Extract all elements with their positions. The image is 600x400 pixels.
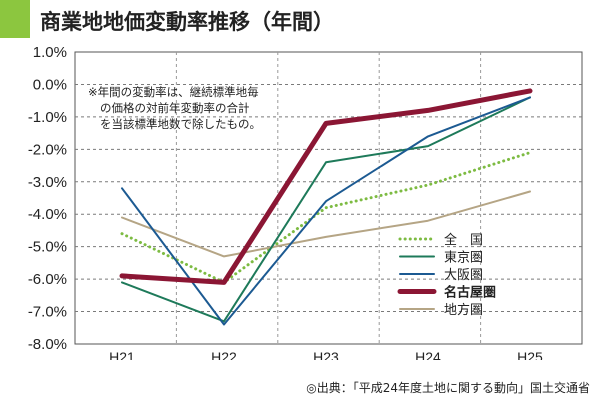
chart-note-line: を当該標準地数で除したもの。 — [100, 117, 261, 131]
legend-label: 全 国 — [444, 232, 483, 248]
series-line-4 — [121, 190, 531, 258]
title-marker — [0, 0, 30, 38]
legend-label: 地方圏 — [444, 302, 483, 318]
plot-area — [74, 51, 583, 345]
y-tick-label: -5.0% — [28, 239, 67, 256]
y-tick-label: -7.0% — [28, 304, 67, 321]
series-line-0 — [120, 151, 532, 284]
x-tick-label: H21 — [109, 349, 135, 360]
x-tick-label: H25 — [517, 349, 543, 360]
legend-label: 東京圏 — [444, 250, 483, 266]
title-bar: 商業地地価変動率推移（年間） — [0, 0, 600, 38]
y-tick-label: -6.0% — [28, 271, 67, 288]
legend-label: 大阪圏 — [444, 268, 483, 283]
y-tick-label: -1.0% — [28, 109, 67, 126]
x-tick-label: H24 — [415, 349, 441, 360]
x-tick-label: H22 — [211, 349, 237, 360]
y-tick-label: -4.0% — [28, 206, 67, 223]
y-tick-label: 0.0% — [33, 76, 67, 93]
y-tick-label: -3.0% — [28, 174, 67, 191]
series-line-1 — [121, 96, 531, 323]
chart-note-line: ※年間の変動率は、継続標準地毎 — [88, 85, 259, 99]
source-note: ◎出典：「平成24年度土地に関する動向」国土交通省 — [306, 381, 590, 395]
y-tick-label: 1.0% — [33, 44, 67, 61]
x-tick-label: H23 — [313, 349, 339, 360]
y-tick-label: -8.0% — [28, 336, 67, 353]
chart-note-line: の価格の対前年変動率の合計 — [100, 101, 250, 115]
chart-title: 商業地地価変動率推移（年間） — [40, 10, 334, 34]
legend-label: 名古屋圏 — [444, 285, 496, 301]
y-tick-label: -2.0% — [28, 141, 67, 158]
line-chart: 1.0% 0.0% -1.0% -2.0% -3.0% -4.0% -5.0% -6.0% -7… — [28, 44, 583, 360]
series-line-3 — [119, 88, 533, 285]
